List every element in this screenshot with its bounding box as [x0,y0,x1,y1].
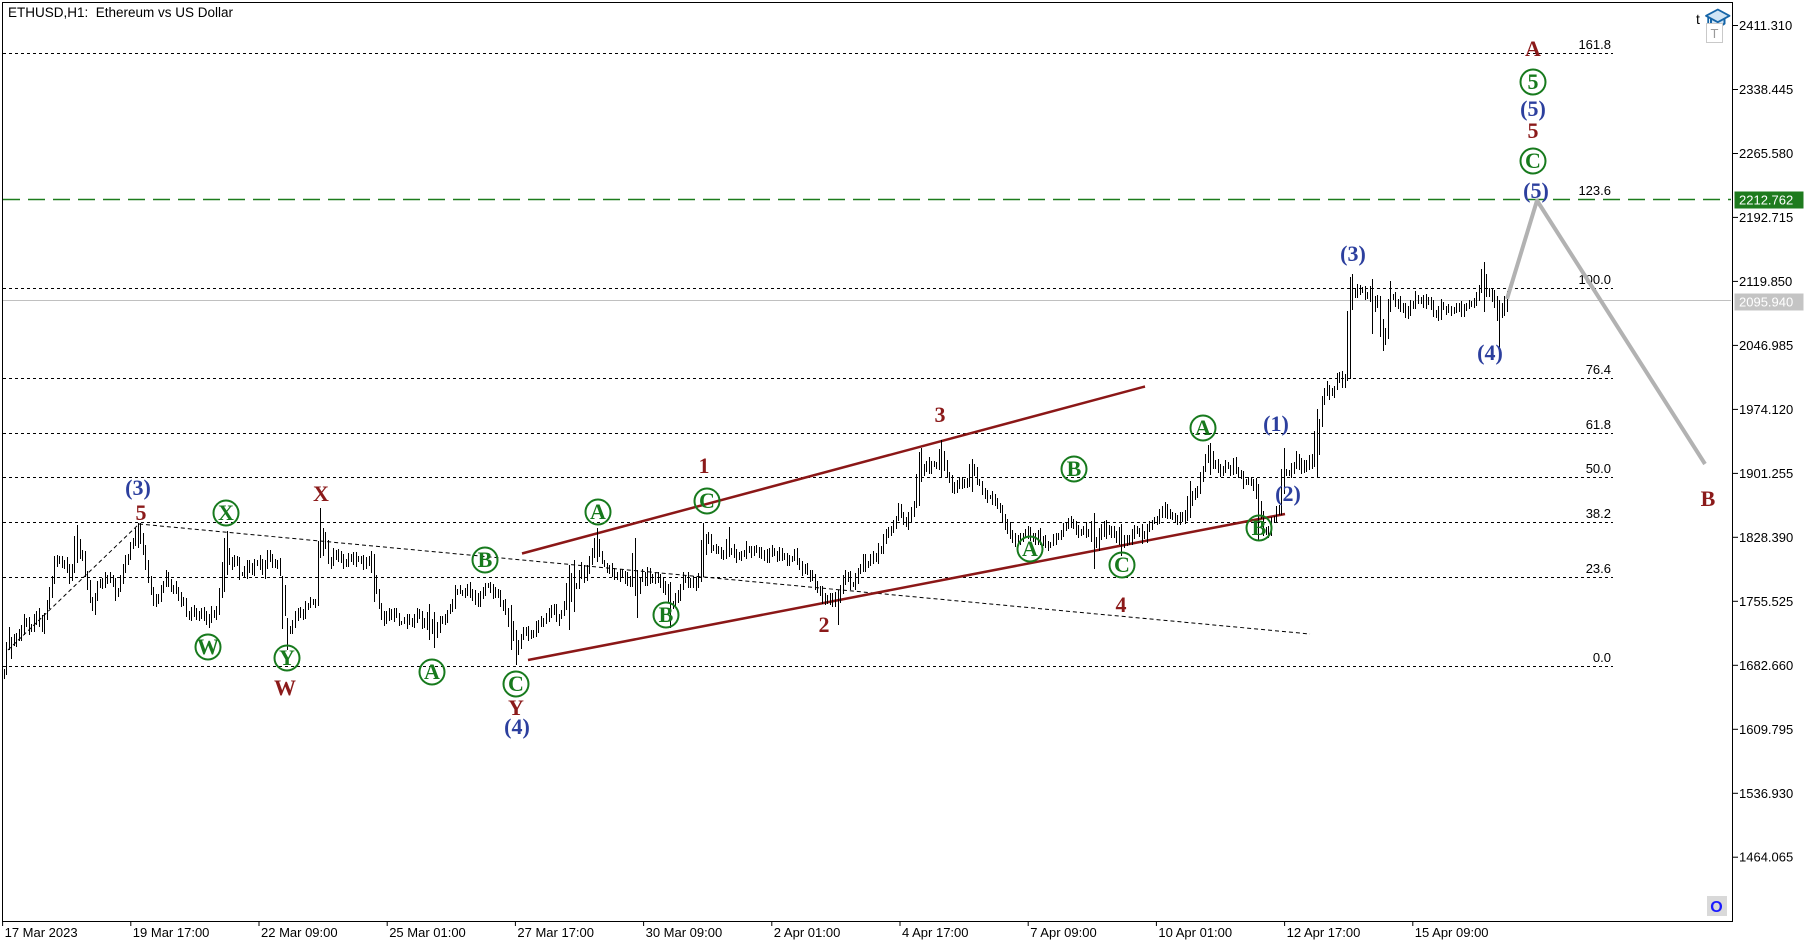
svg-text:1828.390: 1828.390 [1739,530,1793,545]
svg-text:2046.985: 2046.985 [1739,338,1793,353]
svg-text:A: A [1022,536,1038,561]
svg-text:5: 5 [136,500,147,525]
svg-text:1755.525: 1755.525 [1739,594,1793,609]
svg-text:W: W [197,634,219,659]
svg-text:T: T [1711,26,1719,41]
svg-text:19 Mar 17:00: 19 Mar 17:00 [133,925,210,940]
svg-text:5: 5 [1528,118,1539,143]
svg-text:(5): (5) [1523,178,1549,203]
svg-text:61.8: 61.8 [1586,417,1611,432]
svg-text:C: C [508,671,524,696]
svg-text:2338.445: 2338.445 [1739,82,1793,97]
svg-text:(5): (5) [1520,96,1546,121]
svg-text:ETHUSD,H1: Ethereum vs US Dol: ETHUSD,H1: Ethereum vs US Dollar [8,5,234,20]
svg-text:2095.940: 2095.940 [1739,295,1793,310]
svg-text:76.4: 76.4 [1586,362,1611,377]
svg-text:1: 1 [699,453,710,478]
svg-text:B: B [1701,486,1716,511]
svg-text:X: X [218,500,234,525]
svg-text:A: A [1525,36,1541,61]
svg-text:27 Mar 17:00: 27 Mar 17:00 [517,925,594,940]
svg-text:t: t [1696,11,1700,27]
svg-text:161.8: 161.8 [1578,37,1611,52]
svg-text:B: B [1067,456,1082,481]
svg-text:1901.255: 1901.255 [1739,466,1793,481]
svg-text:1536.930: 1536.930 [1739,786,1793,801]
svg-text:23.6: 23.6 [1586,561,1611,576]
svg-text:B: B [659,602,674,627]
svg-text:Y: Y [279,645,295,670]
svg-text:X: X [313,481,329,506]
svg-text:1464.065: 1464.065 [1739,850,1793,865]
svg-text:123.6: 123.6 [1578,183,1611,198]
svg-text:12 Apr 17:00: 12 Apr 17:00 [1287,925,1361,940]
svg-text:2192.715: 2192.715 [1739,210,1793,225]
svg-text:A: A [424,659,440,684]
svg-text:17 Mar 2023: 17 Mar 2023 [5,925,78,940]
svg-text:7 Apr 09:00: 7 Apr 09:00 [1030,925,1097,940]
svg-text:C: C [1114,552,1130,577]
svg-text:W: W [274,675,296,700]
svg-text:B: B [1252,515,1267,540]
svg-text:2 Apr 01:00: 2 Apr 01:00 [774,925,841,940]
svg-text:2212.762: 2212.762 [1739,193,1793,208]
svg-text:A: A [590,499,606,524]
svg-text:(3): (3) [1340,241,1366,266]
svg-text:C: C [1525,148,1541,173]
svg-text:38.2: 38.2 [1586,506,1611,521]
svg-text:10 Apr 01:00: 10 Apr 01:00 [1158,925,1232,940]
svg-text:25 Mar 01:00: 25 Mar 01:00 [389,925,466,940]
svg-text:O: O [1710,899,1722,916]
svg-text:2119.850: 2119.850 [1739,274,1792,289]
svg-text:Y: Y [508,695,524,720]
svg-text:B: B [478,547,493,572]
svg-text:(4): (4) [504,714,530,739]
svg-text:(1): (1) [1263,411,1289,436]
svg-text:(4): (4) [1477,340,1503,365]
svg-text:5: 5 [1528,69,1539,94]
svg-text:4: 4 [1116,592,1127,617]
svg-text:2: 2 [819,612,830,637]
svg-text:(3): (3) [125,475,151,500]
svg-text:30 Mar 09:00: 30 Mar 09:00 [646,925,723,940]
svg-text:15 Apr 09:00: 15 Apr 09:00 [1415,925,1489,940]
svg-text:(2): (2) [1275,481,1301,506]
svg-text:4 Apr 17:00: 4 Apr 17:00 [902,925,969,940]
svg-text:22 Mar 09:00: 22 Mar 09:00 [261,925,338,940]
svg-text:0.0: 0.0 [1593,650,1611,665]
svg-text:2265.580: 2265.580 [1739,146,1793,161]
svg-text:3: 3 [935,402,946,427]
svg-text:1609.795: 1609.795 [1739,722,1793,737]
svg-text:50.0: 50.0 [1586,461,1611,476]
svg-text:1682.660: 1682.660 [1739,658,1793,673]
svg-text:1974.120: 1974.120 [1739,402,1793,417]
svg-text:C: C [699,488,715,513]
svg-text:2411.310: 2411.310 [1739,18,1792,33]
svg-text:A: A [1195,415,1211,440]
